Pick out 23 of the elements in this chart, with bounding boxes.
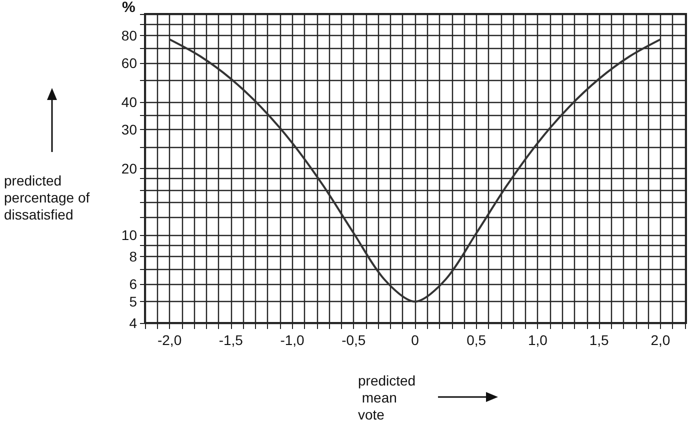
y-tick-label: 60 <box>121 55 138 72</box>
y-tick-label: 80 <box>121 27 138 44</box>
x-tick-label: -1,0 <box>280 332 305 348</box>
y-tick-label: 4 <box>129 315 138 331</box>
x-axis-title: predicted mean vote <box>358 372 416 422</box>
y-tick-label: 6 <box>129 276 138 292</box>
x-tick-label: 2,0 <box>650 332 670 348</box>
x-tick-label: 1,0 <box>528 332 548 348</box>
y-tick-label: 10 <box>121 227 138 244</box>
y-axis-title: predicted percentage of dissatisfied <box>4 172 94 222</box>
y-tick-label: 20 <box>121 160 138 176</box>
x-tick-label: 0 <box>411 332 420 348</box>
text: % <box>122 0 136 16</box>
y-tick-label: 30 <box>121 122 138 138</box>
x-tick-label: -0,5 <box>342 332 366 348</box>
y-tick-label: 40 <box>121 94 138 110</box>
line-series <box>168 38 662 303</box>
x-tick-label: 1,5 <box>589 332 610 348</box>
x-tick-label: 0,5 <box>466 332 486 348</box>
x-tick-label: -2,0 <box>157 332 182 348</box>
x-tick-label: -1,5 <box>218 332 244 348</box>
y-tick-label: 5 <box>129 294 138 310</box>
y-tick-label: 8 <box>129 248 138 264</box>
